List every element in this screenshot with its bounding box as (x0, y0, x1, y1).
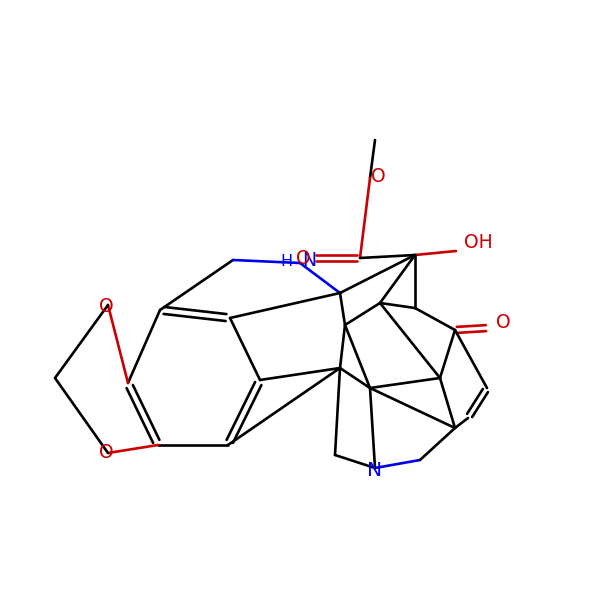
Text: OH: OH (464, 233, 493, 253)
Text: O: O (98, 443, 113, 461)
Text: N: N (367, 461, 383, 479)
Text: O: O (98, 296, 113, 316)
Text: O: O (496, 313, 511, 332)
Text: O: O (371, 167, 385, 187)
Text: O: O (296, 250, 310, 269)
Text: H: H (281, 253, 293, 269)
Text: N: N (302, 251, 316, 271)
